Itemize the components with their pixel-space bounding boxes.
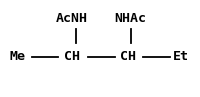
Text: CH: CH <box>64 51 80 64</box>
Text: CH: CH <box>119 51 135 64</box>
Text: NHAc: NHAc <box>113 13 145 26</box>
Text: Me: Me <box>10 51 26 64</box>
Text: Et: Et <box>172 51 188 64</box>
Text: AcNH: AcNH <box>56 13 88 26</box>
